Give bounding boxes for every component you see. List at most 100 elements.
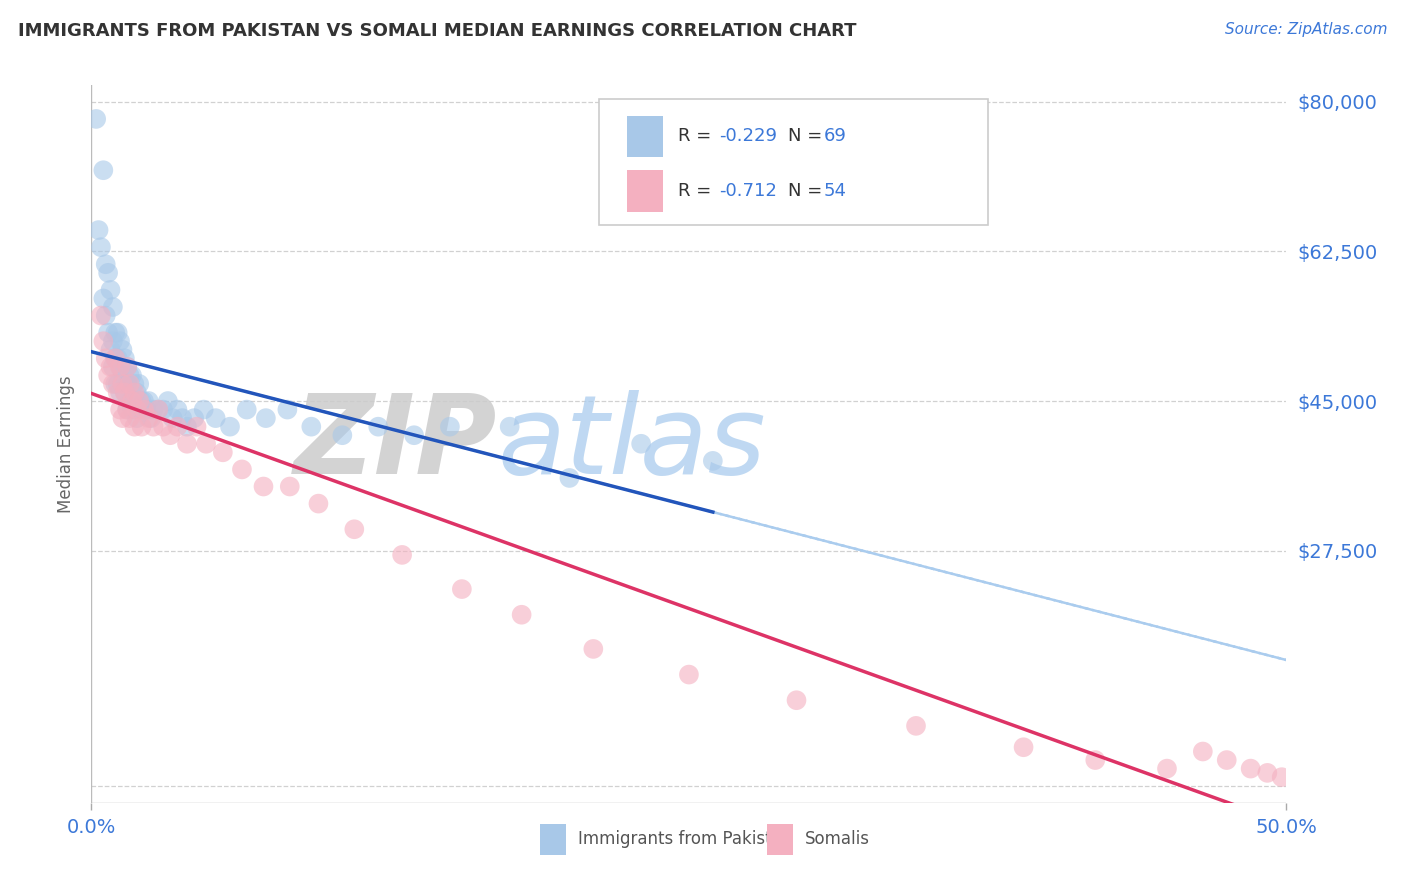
- Point: [132, 402, 155, 417]
- Text: 69: 69: [824, 128, 846, 145]
- Point: [111, 343, 134, 357]
- Point: [162, 411, 184, 425]
- Point: [128, 402, 150, 417]
- Text: ZIP: ZIP: [294, 391, 498, 497]
- Point: [142, 402, 165, 417]
- Point: [1084, 753, 1107, 767]
- Point: [128, 376, 150, 391]
- FancyBboxPatch shape: [766, 824, 793, 855]
- Point: [115, 402, 138, 417]
- Point: [115, 402, 138, 417]
- Point: [124, 376, 146, 391]
- Point: [156, 394, 179, 409]
- Point: [252, 479, 274, 493]
- Point: [115, 359, 138, 374]
- Point: [108, 359, 131, 374]
- Point: [108, 359, 131, 374]
- Point: [125, 411, 148, 425]
- Point: [101, 334, 124, 348]
- Point: [124, 419, 146, 434]
- Text: atlas: atlas: [498, 391, 766, 497]
- Point: [111, 376, 134, 391]
- Point: [104, 376, 127, 391]
- Point: [678, 667, 700, 681]
- Y-axis label: Median Earnings: Median Earnings: [58, 375, 76, 513]
- Point: [1256, 765, 1278, 780]
- Point: [114, 385, 136, 400]
- Point: [121, 402, 143, 417]
- Point: [1012, 740, 1035, 755]
- Point: [148, 402, 170, 417]
- Text: Somalis: Somalis: [804, 830, 870, 848]
- Point: [97, 368, 120, 383]
- Point: [94, 257, 117, 271]
- Point: [142, 419, 165, 434]
- Text: 54: 54: [824, 182, 846, 200]
- Point: [101, 359, 124, 374]
- Point: [254, 411, 277, 425]
- Point: [97, 326, 120, 340]
- Text: IMMIGRANTS FROM PAKISTAN VS SOMALI MEDIAN EARNINGS CORRELATION CHART: IMMIGRANTS FROM PAKISTAN VS SOMALI MEDIA…: [18, 22, 856, 40]
- Point: [235, 402, 259, 417]
- Point: [118, 376, 141, 391]
- Point: [1192, 744, 1215, 758]
- Point: [94, 309, 117, 323]
- Point: [785, 693, 807, 707]
- Point: [193, 402, 215, 417]
- Point: [90, 240, 112, 254]
- Point: [166, 419, 188, 434]
- Point: [115, 359, 138, 374]
- Point: [94, 351, 117, 366]
- FancyBboxPatch shape: [627, 170, 662, 211]
- Point: [114, 385, 136, 400]
- Point: [131, 419, 153, 434]
- Text: N =: N =: [789, 182, 828, 200]
- Point: [905, 719, 928, 733]
- Text: Source: ZipAtlas.com: Source: ZipAtlas.com: [1225, 22, 1388, 37]
- Point: [307, 497, 329, 511]
- Point: [135, 402, 157, 417]
- Point: [124, 402, 146, 417]
- Point: [104, 351, 127, 366]
- Point: [111, 411, 134, 425]
- Text: R =: R =: [678, 128, 717, 145]
- FancyBboxPatch shape: [540, 824, 565, 855]
- Point: [152, 402, 174, 417]
- Point: [1215, 753, 1237, 767]
- Point: [1271, 770, 1294, 784]
- Point: [159, 428, 181, 442]
- Point: [108, 402, 131, 417]
- Point: [1240, 762, 1263, 776]
- Point: [510, 607, 533, 622]
- FancyBboxPatch shape: [627, 115, 662, 157]
- Point: [582, 642, 605, 657]
- Point: [121, 394, 143, 409]
- Point: [343, 522, 366, 536]
- Point: [141, 411, 162, 425]
- FancyBboxPatch shape: [599, 99, 987, 225]
- Point: [204, 411, 226, 425]
- Point: [367, 419, 389, 434]
- Point: [128, 394, 150, 409]
- Point: [107, 376, 129, 391]
- Point: [172, 411, 194, 425]
- Point: [125, 385, 148, 400]
- Point: [107, 385, 129, 400]
- Point: [101, 300, 124, 314]
- Point: [558, 471, 581, 485]
- Point: [278, 479, 301, 493]
- Text: Immigrants from Pakistan: Immigrants from Pakistan: [578, 830, 792, 848]
- Point: [148, 402, 170, 417]
- Point: [100, 283, 122, 297]
- Point: [1156, 762, 1178, 776]
- Point: [132, 394, 155, 409]
- Point: [498, 419, 520, 434]
- Point: [121, 368, 143, 383]
- Point: [125, 402, 148, 417]
- Point: [114, 351, 136, 366]
- Point: [186, 419, 208, 434]
- Point: [118, 394, 141, 409]
- Point: [176, 419, 198, 434]
- Point: [450, 582, 472, 596]
- Point: [138, 411, 160, 425]
